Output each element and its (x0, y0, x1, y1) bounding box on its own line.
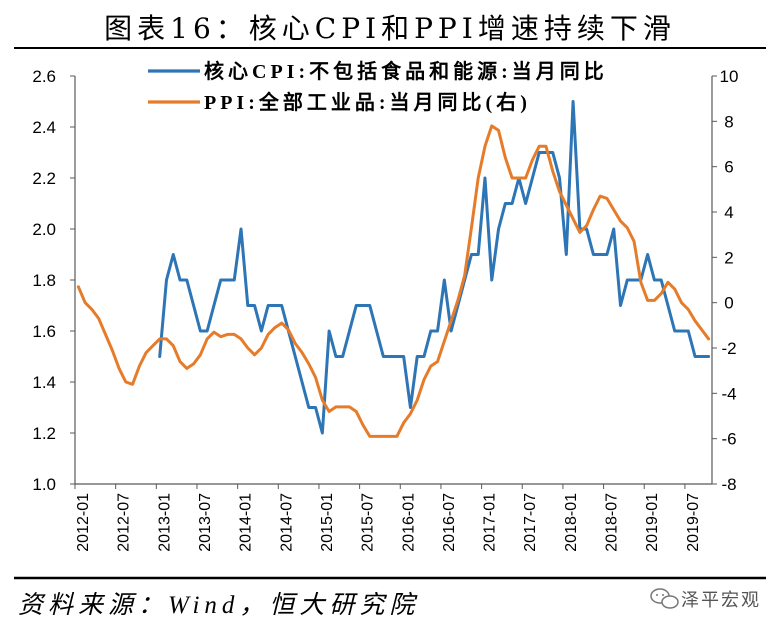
right-y-tick-label: 4 (724, 203, 733, 222)
x-tick-label: 2018-01 (563, 493, 580, 552)
right-y-tick-label: -8 (721, 475, 736, 494)
left-y-tick-label: 1.4 (32, 373, 56, 392)
right-y-tick-label: 6 (724, 158, 733, 177)
right-y-tick-label: -2 (721, 339, 736, 358)
x-tick-label: 2019-07 (685, 493, 702, 552)
x-ticks: 2012-01 2012-07 2013-01 2013-07 2014-01 2014-… (74, 484, 702, 552)
left-y-tick-label: 1.2 (32, 424, 56, 443)
x-tick-label: 2013-07 (197, 493, 214, 552)
watermark: 泽平宏观 (650, 588, 761, 611)
right-y-tick-label: 8 (724, 112, 733, 131)
x-tick-label: 2014-01 (238, 493, 255, 552)
left-y-tick-label: 2.0 (32, 220, 56, 239)
series-line-core-cpi (158, 100, 711, 435)
x-tick-label: 2012-07 (116, 493, 133, 552)
series-lines (76, 100, 711, 438)
watermark-text: 泽平宏观 (681, 590, 761, 611)
left-y-tick-label: 2.6 (32, 67, 56, 86)
legend-label-core-cpi: 核心CPI:不包括食品和能源:当月同比 (204, 59, 608, 83)
left-y-tick-label: 1.0 (32, 475, 56, 494)
legend-label-ppi: PPI:全部工业品:当月同比(右) (204, 90, 531, 114)
left-y-tick-label: 2.4 (32, 118, 56, 137)
left-y-tick-label: 2.2 (32, 169, 56, 188)
x-tick-label: 2017-07 (522, 493, 539, 552)
x-tick-label: 2012-01 (75, 493, 92, 552)
x-tick-label: 2016-01 (400, 493, 417, 552)
x-tick-label: 2014-07 (278, 493, 295, 552)
source-note: 资料来源：Wind，恒大研究院 (18, 591, 419, 619)
right-y-tick-label: 10 (720, 67, 739, 86)
legend: 核心CPI:不包括食品和能源:当月同比 PPI:全部工业品:当月同比(右) (148, 59, 608, 114)
x-tick-label: 2019-01 (644, 493, 661, 552)
right-y-tick-label: 2 (724, 248, 733, 267)
right-y-ticks: 10 8 6 4 2 0 -2 -4 -6 -8 (712, 67, 738, 494)
right-y-tick-label: -6 (721, 430, 736, 449)
wechat-icon (650, 588, 679, 609)
x-tick-label: 2013-01 (156, 493, 173, 552)
right-y-tick-label: 0 (724, 294, 733, 313)
x-tick-label: 2016-07 (441, 493, 458, 552)
x-tick-label: 2018-07 (604, 493, 621, 552)
x-tick-label: 2015-01 (319, 493, 336, 552)
x-tick-label: 2017-01 (482, 493, 499, 552)
left-y-ticks: 2.6 2.4 2.2 2.0 1.8 1.6 1.4 1.2 1.0 (32, 67, 75, 494)
chart-title: 图表16：核心CPI和PPI增速持续下滑 (104, 12, 676, 45)
left-y-tick-label: 1.8 (32, 271, 56, 290)
right-y-tick-label: -4 (721, 384, 736, 403)
x-tick-label: 2015-07 (360, 493, 377, 552)
left-y-tick-label: 1.6 (32, 322, 56, 341)
series-line-ppi (76, 124, 711, 438)
